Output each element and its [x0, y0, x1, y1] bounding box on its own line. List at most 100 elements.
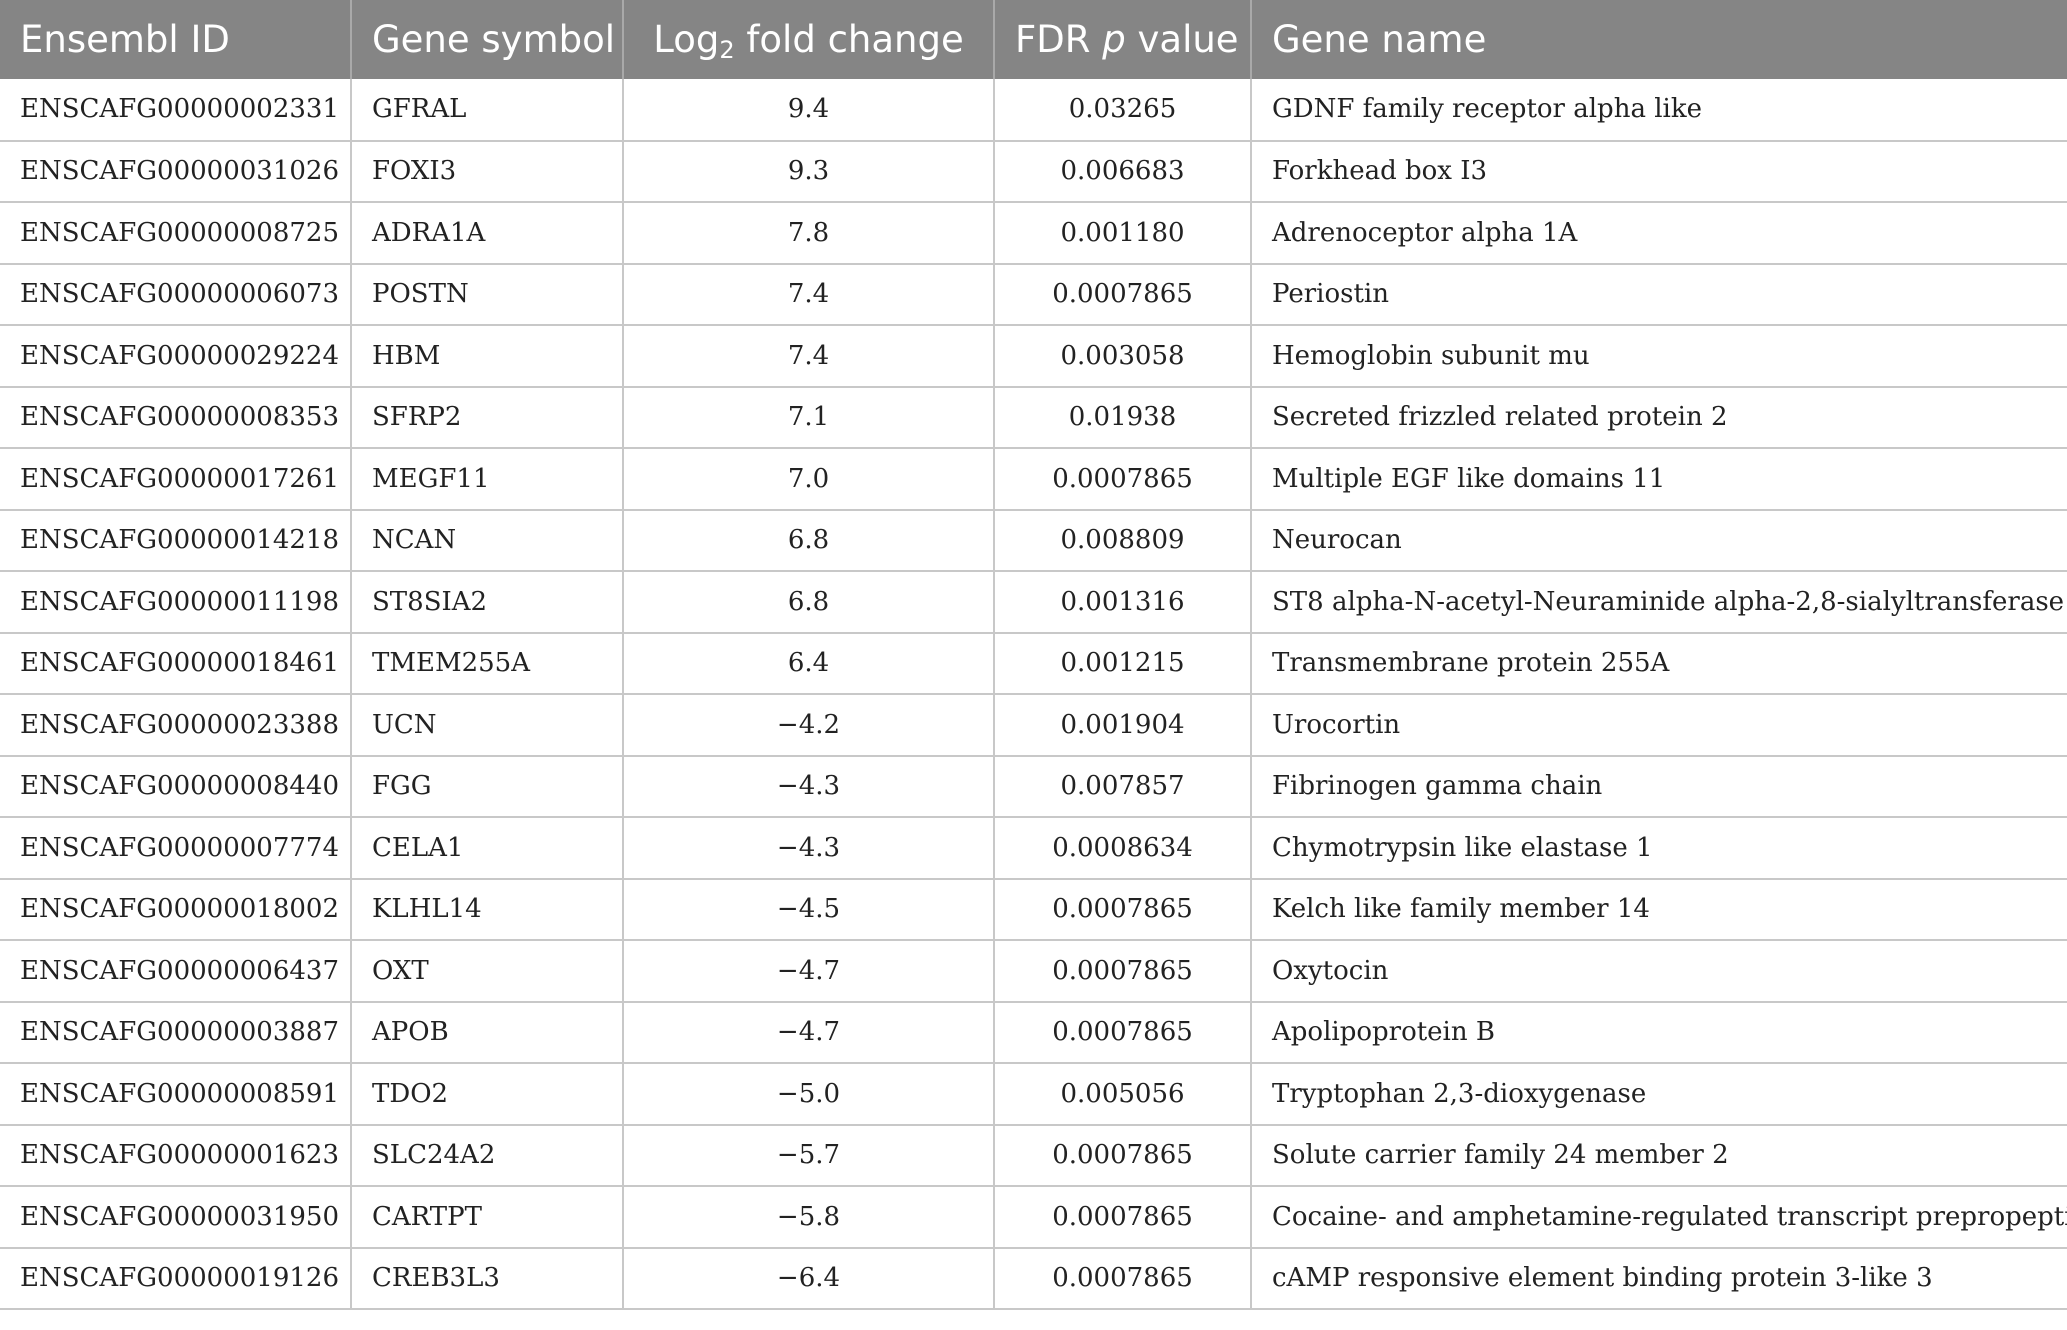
cell-ensembl-id: ENSCAFG00000007774: [0, 817, 352, 880]
cell-fdr-p-value: 0.0008634: [994, 817, 1252, 880]
cell-gene-name: ST8 alpha-N-acetyl-Neuraminide alpha-2,8…: [1251, 571, 2067, 634]
cell-ensembl-id: ENSCAFG00000008591: [0, 1063, 352, 1126]
cell-gene-name: Hemoglobin subunit mu: [1251, 325, 2067, 388]
cell-fdr-p-value: 0.001904: [994, 694, 1252, 757]
cell-ensembl-id: ENSCAFG00000014218: [0, 509, 352, 572]
cell-fdr-p-value: 0.007857: [994, 755, 1252, 818]
table-row: ENSCAFG00000006437 OXT −4.7 0.0007865 Oxytoc…: [0, 940, 2067, 1003]
cell-gene-name: Fibrinogen gamma chain: [1251, 755, 2067, 818]
table-row: ENSCAFG00000007774 CELA1 −4.3 0.0008634 Chym…: [0, 817, 2067, 880]
cell-gene-name: Cocaine- and amphetamine-regulated trans…: [1251, 1186, 2067, 1249]
cell-gene-name: Apolipoprotein B: [1251, 1001, 2067, 1064]
cell-gene-name: Multiple EGF like domains 11: [1251, 448, 2067, 511]
cell-gene-name: Neurocan: [1251, 509, 2067, 572]
cell-gene-symbol: ST8SIA2: [351, 571, 624, 634]
cell-log2-fold-change: 7.1: [623, 386, 995, 449]
cell-fdr-p-value: 0.0007865: [994, 1124, 1252, 1187]
header-row: Ensembl ID Gene symbol Log2 fold change …: [0, 0, 2067, 79]
cell-gene-symbol: NCAN: [351, 509, 624, 572]
cell-log2-fold-change: −4.2: [623, 694, 995, 757]
cell-log2-fold-change: −6.4: [623, 1247, 995, 1310]
header-ensembl-id: Ensembl ID: [0, 0, 352, 79]
table-row: ENSCAFG00000011198 ST8SIA2 6.8 0.001316 ST8 …: [0, 571, 2067, 634]
cell-ensembl-id: ENSCAFG00000019126: [0, 1247, 352, 1310]
header-fdr-italic: p: [1102, 18, 1126, 61]
cell-ensembl-id: ENSCAFG00000002331: [0, 79, 352, 142]
cell-log2-fold-change: 9.3: [623, 140, 995, 203]
cell-ensembl-id: ENSCAFG00000006073: [0, 263, 352, 326]
table-body: ENSCAFG00000002331 GFRAL 9.4 0.03265 GDNF fa…: [0, 79, 2067, 1310]
cell-log2-fold-change: 6.4: [623, 632, 995, 695]
cell-ensembl-id: ENSCAFG00000018002: [0, 878, 352, 941]
cell-ensembl-id: ENSCAFG00000001623: [0, 1124, 352, 1187]
cell-ensembl-id: ENSCAFG00000008440: [0, 755, 352, 818]
cell-log2-fold-change: −4.3: [623, 755, 995, 818]
cell-log2-fold-change: 7.4: [623, 263, 995, 326]
cell-log2-fold-change: −5.0: [623, 1063, 995, 1126]
table-row: ENSCAFG00000018461 TMEM255A 6.4 0.001215 Tra…: [0, 632, 2067, 695]
cell-gene-name: Adrenoceptor alpha 1A: [1251, 202, 2067, 265]
cell-fdr-p-value: 0.0007865: [994, 1247, 1252, 1310]
table-row: ENSCAFG00000031950 CARTPT −5.8 0.0007865 Coc…: [0, 1186, 2067, 1249]
cell-fdr-p-value: 0.03265: [994, 79, 1252, 142]
cell-gene-symbol: ADRA1A: [351, 202, 624, 265]
cell-gene-name: GDNF family receptor alpha like: [1251, 79, 2067, 142]
cell-ensembl-id: ENSCAFG00000008353: [0, 386, 352, 449]
cell-ensembl-id: ENSCAFG00000031950: [0, 1186, 352, 1249]
cell-ensembl-id: ENSCAFG00000008725: [0, 202, 352, 265]
cell-gene-name: Chymotrypsin like elastase 1: [1251, 817, 2067, 880]
cell-ensembl-id: ENSCAFG00000023388: [0, 694, 352, 757]
table-header: Ensembl ID Gene symbol Log2 fold change …: [0, 0, 2067, 79]
cell-gene-symbol: SFRP2: [351, 386, 624, 449]
table-row: ENSCAFG00000002331 GFRAL 9.4 0.03265 GDNF fa…: [0, 79, 2067, 142]
cell-log2-fold-change: 7.0: [623, 448, 995, 511]
cell-gene-name: Oxytocin: [1251, 940, 2067, 1003]
table-row: ENSCAFG00000014218 NCAN 6.8 0.008809 Neuroca…: [0, 509, 2067, 572]
cell-fdr-p-value: 0.008809: [994, 509, 1252, 572]
cell-fdr-p-value: 0.001316: [994, 571, 1252, 634]
cell-gene-name: Tryptophan 2,3-dioxygenase: [1251, 1063, 2067, 1126]
cell-gene-name: cAMP responsive element binding protein …: [1251, 1247, 2067, 1310]
cell-log2-fold-change: 6.8: [623, 509, 995, 572]
header-log2-subscript: 2: [719, 36, 735, 64]
cell-gene-name: Periostin: [1251, 263, 2067, 326]
cell-log2-fold-change: 7.4: [623, 325, 995, 388]
table-row: ENSCAFG00000008440 FGG −4.3 0.007857 Fibrino…: [0, 755, 2067, 818]
cell-fdr-p-value: 0.0007865: [994, 878, 1252, 941]
header-fdr-p-value: FDR p value: [994, 0, 1252, 79]
cell-gene-name: Transmembrane protein 255A: [1251, 632, 2067, 695]
table-row: ENSCAFG00000029224 HBM 7.4 0.003058 Hemoglob…: [0, 325, 2067, 388]
cell-fdr-p-value: 0.003058: [994, 325, 1252, 388]
cell-gene-symbol: FGG: [351, 755, 624, 818]
cell-log2-fold-change: −4.3: [623, 817, 995, 880]
cell-gene-symbol: CELA1: [351, 817, 624, 880]
cell-gene-name: Forkhead box I3: [1251, 140, 2067, 203]
cell-gene-symbol: CARTPT: [351, 1186, 624, 1249]
header-log2-prefix: Log: [653, 18, 720, 61]
cell-log2-fold-change: −5.8: [623, 1186, 995, 1249]
cell-log2-fold-change: −4.7: [623, 940, 995, 1003]
header-gene-symbol: Gene symbol: [351, 0, 624, 79]
cell-ensembl-id: ENSCAFG00000031026: [0, 140, 352, 203]
cell-log2-fold-change: −4.7: [623, 1001, 995, 1064]
table-row: ENSCAFG00000003887 APOB −4.7 0.0007865 Apoli…: [0, 1001, 2067, 1064]
cell-ensembl-id: ENSCAFG00000017261: [0, 448, 352, 511]
table-row: ENSCAFG00000008725 ADRA1A 7.8 0.001180 Adren…: [0, 202, 2067, 265]
header-log2-fold-change: Log2 fold change: [623, 0, 995, 79]
cell-ensembl-id: ENSCAFG00000006437: [0, 940, 352, 1003]
table-row: ENSCAFG00000008591 TDO2 −5.0 0.005056 Trypto…: [0, 1063, 2067, 1126]
cell-fdr-p-value: 0.001215: [994, 632, 1252, 695]
cell-log2-fold-change: 6.8: [623, 571, 995, 634]
cell-ensembl-id: ENSCAFG00000029224: [0, 325, 352, 388]
cell-gene-symbol: OXT: [351, 940, 624, 1003]
table-row: ENSCAFG00000017261 MEGF11 7.0 0.0007865 Mult…: [0, 448, 2067, 511]
cell-gene-symbol: POSTN: [351, 263, 624, 326]
cell-gene-name: Kelch like family member 14: [1251, 878, 2067, 941]
cell-log2-fold-change: −4.5: [623, 878, 995, 941]
table-row: ENSCAFG00000031026 FOXI3 9.3 0.006683 Forkhe…: [0, 140, 2067, 203]
header-fdr-prefix: FDR: [1015, 18, 1103, 61]
cell-gene-symbol: SLC24A2: [351, 1124, 624, 1187]
cell-gene-symbol: HBM: [351, 325, 624, 388]
cell-fdr-p-value: 0.0007865: [994, 1001, 1252, 1064]
